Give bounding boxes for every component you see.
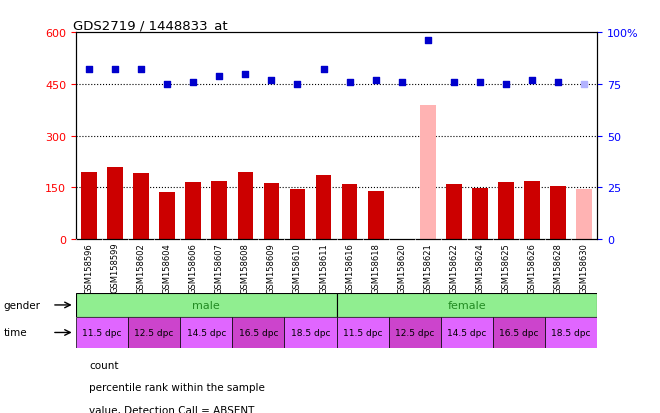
Bar	[159, 192, 175, 240]
Text: 14.5 dpc: 14.5 dpc	[187, 328, 226, 337]
Text: GSM158616: GSM158616	[345, 242, 354, 293]
Point	[553, 79, 564, 86]
Text: GSM158606: GSM158606	[189, 242, 198, 293]
Bar	[185, 183, 201, 240]
Bar	[290, 190, 306, 240]
Bar	[263, 184, 279, 240]
Text: 12.5 dpc: 12.5 dpc	[135, 328, 174, 337]
Bar	[232, 317, 284, 348]
Text: GSM158596: GSM158596	[84, 242, 94, 293]
Bar	[446, 185, 462, 240]
Point	[214, 73, 224, 80]
Text: 12.5 dpc: 12.5 dpc	[395, 328, 434, 337]
Text: GDS2719 / 1448833_at: GDS2719 / 1448833_at	[73, 19, 227, 31]
Bar	[493, 317, 545, 348]
Point	[475, 79, 485, 86]
Text: 16.5 dpc: 16.5 dpc	[239, 328, 278, 337]
Text: GSM158607: GSM158607	[214, 242, 224, 293]
Bar	[76, 317, 128, 348]
Point	[397, 79, 407, 86]
Point	[136, 67, 147, 74]
Bar	[420, 105, 436, 240]
Bar	[107, 167, 123, 240]
Text: 11.5 dpc: 11.5 dpc	[343, 328, 382, 337]
Bar	[368, 191, 383, 240]
Point	[370, 77, 381, 84]
Text: gender: gender	[3, 300, 40, 310]
Point	[579, 81, 589, 88]
Text: GSM158620: GSM158620	[397, 242, 407, 293]
Text: GSM158630: GSM158630	[579, 242, 589, 293]
Text: GSM158622: GSM158622	[449, 242, 459, 293]
Point	[240, 71, 251, 78]
Bar	[472, 189, 488, 240]
Text: GSM158608: GSM158608	[241, 242, 250, 293]
Point	[292, 81, 303, 88]
Text: GSM158621: GSM158621	[423, 242, 432, 293]
Bar	[389, 317, 441, 348]
Text: GSM158610: GSM158610	[293, 242, 302, 293]
Text: 16.5 dpc: 16.5 dpc	[500, 328, 539, 337]
Point	[527, 77, 537, 84]
Bar	[337, 317, 389, 348]
Text: 14.5 dpc: 14.5 dpc	[447, 328, 486, 337]
Bar	[128, 317, 180, 348]
Point	[422, 38, 433, 45]
Bar	[315, 176, 331, 240]
Text: GSM158604: GSM158604	[162, 242, 172, 293]
Text: GSM158624: GSM158624	[475, 242, 484, 293]
Text: GSM158602: GSM158602	[137, 242, 146, 293]
Bar	[133, 173, 149, 240]
Text: count: count	[89, 360, 119, 370]
Point	[266, 77, 277, 84]
Bar	[576, 190, 592, 240]
Text: value, Detection Call = ABSENT: value, Detection Call = ABSENT	[89, 405, 255, 413]
Point	[188, 79, 199, 86]
Bar	[441, 317, 493, 348]
Bar	[284, 317, 337, 348]
Text: 11.5 dpc: 11.5 dpc	[82, 328, 121, 337]
Text: GSM158625: GSM158625	[502, 242, 511, 293]
Bar	[238, 173, 253, 240]
Point	[162, 81, 172, 88]
Text: GSM158609: GSM158609	[267, 242, 276, 293]
Bar	[180, 317, 232, 348]
Point	[84, 67, 94, 74]
Bar	[545, 317, 597, 348]
Text: GSM158611: GSM158611	[319, 242, 328, 293]
Text: time: time	[3, 328, 27, 338]
Point	[501, 81, 512, 88]
Bar	[498, 183, 514, 240]
Text: GSM158599: GSM158599	[110, 242, 119, 293]
Text: GSM158618: GSM158618	[371, 242, 380, 293]
Text: 18.5 dpc: 18.5 dpc	[291, 328, 330, 337]
Text: male: male	[192, 300, 220, 310]
Bar	[211, 182, 227, 240]
Bar	[342, 185, 358, 240]
Bar	[524, 182, 540, 240]
Text: female: female	[447, 300, 486, 310]
Bar	[81, 173, 97, 240]
Bar	[337, 293, 597, 317]
Point	[345, 79, 355, 86]
Point	[110, 67, 120, 74]
Bar	[76, 293, 337, 317]
Text: percentile rank within the sample: percentile rank within the sample	[89, 382, 265, 392]
Point	[449, 79, 459, 86]
Text: GSM158626: GSM158626	[527, 242, 537, 293]
Bar	[550, 186, 566, 240]
Point	[318, 67, 329, 74]
Text: GSM158628: GSM158628	[554, 242, 563, 293]
Text: 18.5 dpc: 18.5 dpc	[552, 328, 591, 337]
